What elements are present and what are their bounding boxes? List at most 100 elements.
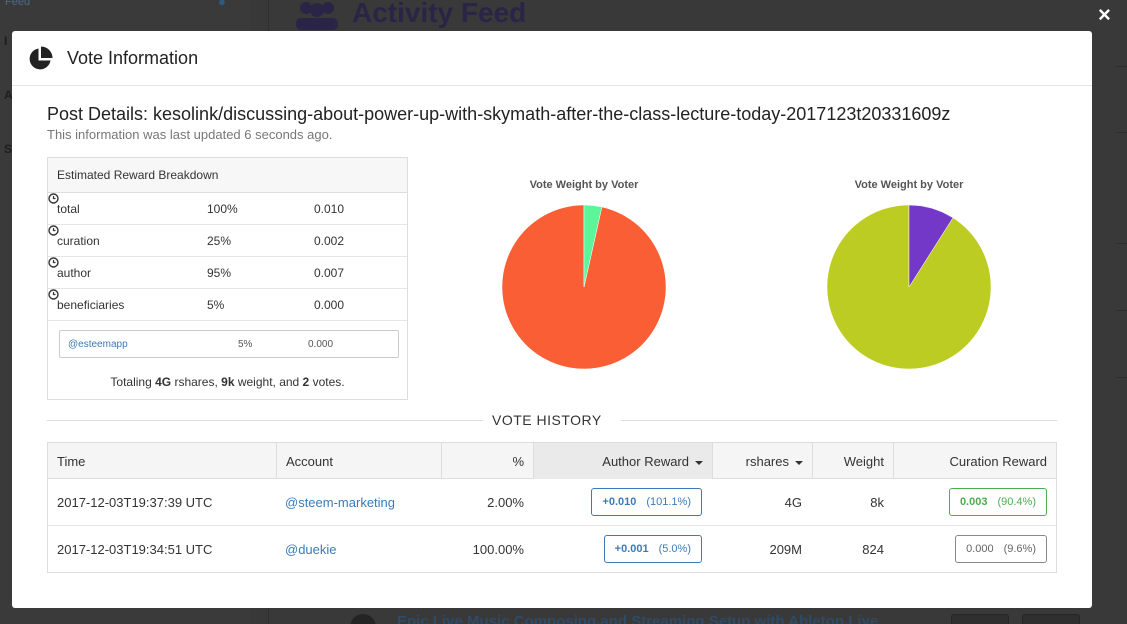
clock-icon xyxy=(48,225,59,236)
curation-reward-percent: (90.4%) xyxy=(997,496,1036,508)
vote-information-modal: Vote Information Post Details: kesolink/… xyxy=(12,31,1092,608)
pie-slice-0[interactable] xyxy=(827,205,991,369)
author-reward-badge: +0.010 (101.1%) xyxy=(591,488,702,516)
reward-breakdown-header: Estimated Reward Breakdown xyxy=(48,158,407,193)
background-button[interactable] xyxy=(951,614,1009,624)
sidebar-item: I xyxy=(4,34,8,48)
column-account[interactable]: Account xyxy=(277,443,442,479)
background-divider xyxy=(1116,243,1127,244)
sidebar-feed-link[interactable]: Feed xyxy=(5,0,31,8)
background-divider xyxy=(1116,310,1127,311)
total-weight: 9k xyxy=(221,375,235,389)
column-percent[interactable]: % xyxy=(442,443,534,479)
curation-reward-value: 0.003 xyxy=(959,496,988,508)
reward-label: curation xyxy=(57,234,100,248)
column-label: Account xyxy=(286,454,333,469)
sidebar-item: A xyxy=(4,88,13,102)
pie-chart xyxy=(827,205,991,369)
author-reward-badge: +0.001 (5.0%) xyxy=(603,535,702,563)
background-divider xyxy=(1116,377,1127,378)
background-button[interactable] xyxy=(1022,614,1080,624)
reward-row-total: total 100% 0.010 xyxy=(48,193,407,225)
modal-title: Vote Information xyxy=(67,48,199,68)
totaling-summary: Totaling 4G rshares, 9k weight, and 2 vo… xyxy=(48,375,407,389)
curation-reward-badge: 0.000 (9.6%) xyxy=(955,535,1047,563)
table-row: 2017-12-03T19:37:39 UTC @steem-marketing… xyxy=(48,479,1056,526)
vote-weight: 8k xyxy=(870,495,884,510)
reward-value: 0.002 xyxy=(314,234,345,248)
vote-weight-pie-2: Vote Weight by Voter xyxy=(819,179,999,379)
reward-value: 0.007 xyxy=(314,266,345,280)
vote-percent: 100.00% xyxy=(472,542,524,557)
clock-icon xyxy=(48,193,59,204)
clock-icon xyxy=(48,289,59,300)
column-label: Author Reward xyxy=(602,454,689,469)
curation-reward-badge: 0.003 (90.4%) xyxy=(948,488,1047,516)
vote-weight-pie-1: Vote Weight by Voter xyxy=(494,179,674,379)
column-label: Weight xyxy=(843,454,884,469)
users-icon xyxy=(296,2,338,30)
beneficiary-percent: 5% xyxy=(238,339,253,350)
vote-history-table: Time Account % Author Reward rshares Wei… xyxy=(47,442,1057,573)
reward-row-author: author 95% 0.007 xyxy=(48,257,407,289)
sort-caret-icon xyxy=(695,460,703,465)
beneficiary-account-link[interactable]: @esteemapp xyxy=(68,339,128,350)
background-avatar xyxy=(350,614,376,624)
column-time[interactable]: Time xyxy=(48,443,277,479)
column-rshares[interactable]: rshares xyxy=(713,443,813,479)
table-row: 2017-12-03T19:34:51 UTC @duekie 100.00% … xyxy=(48,526,1056,573)
pie-title: Vote Weight by Voter xyxy=(854,179,964,191)
voter-account-link[interactable]: @duekie xyxy=(285,542,337,557)
pie-title: Vote Weight by Voter xyxy=(529,179,639,191)
sort-caret-icon xyxy=(795,460,803,465)
divider xyxy=(47,420,483,421)
background-divider xyxy=(1116,132,1127,133)
column-label: rshares xyxy=(745,454,789,469)
background-post-link[interactable]: Epic Live Music Composing and Streaming … xyxy=(397,613,879,624)
curation-reward-value: 0.000 xyxy=(966,543,994,555)
reward-percent: 95% xyxy=(207,266,232,280)
reward-label: author xyxy=(57,266,92,280)
voter-account-link[interactable]: @steem-marketing xyxy=(285,495,396,510)
close-modal-button[interactable]: × xyxy=(1098,2,1111,27)
totaling-suffix: votes. xyxy=(309,375,345,389)
author-reward-value: +0.010 xyxy=(602,496,637,508)
reward-label: beneficiaries xyxy=(57,298,125,312)
background-divider xyxy=(1116,66,1127,67)
pie-chart-icon xyxy=(29,46,53,70)
totaling-prefix: Totaling xyxy=(110,375,156,389)
reward-percent: 100% xyxy=(207,202,238,216)
reward-breakdown-panel: Estimated Reward Breakdown total 100% 0.… xyxy=(47,157,408,400)
pie-chart xyxy=(502,205,666,369)
vote-percent: 2.00% xyxy=(487,495,524,510)
author-reward-percent: (5.0%) xyxy=(658,543,691,555)
column-label: Curation Reward xyxy=(949,454,1047,469)
sidebar-item: S xyxy=(4,142,13,156)
author-reward-value: +0.001 xyxy=(614,543,649,555)
total-votes: 2 xyxy=(302,375,310,389)
column-weight[interactable]: Weight xyxy=(813,443,894,479)
column-curation-reward[interactable]: Curation Reward xyxy=(894,443,1056,479)
column-author-reward[interactable]: Author Reward xyxy=(534,443,713,479)
reward-percent: 25% xyxy=(207,234,232,248)
reward-row-beneficiaries: beneficiaries 5% 0.000 xyxy=(48,289,407,321)
author-reward-percent: (101.1%) xyxy=(646,496,691,508)
vote-rshares: 4G xyxy=(784,495,802,510)
paw-icon: ● xyxy=(218,0,226,9)
post-details: Post Details: kesolink/discussing-about-… xyxy=(47,104,951,124)
curation-reward-percent: (9.6%) xyxy=(1003,543,1036,555)
table-header: Time Account % Author Reward rshares Wei… xyxy=(48,443,1056,479)
vote-history-label: VOTE HISTORY xyxy=(492,412,602,428)
total-rshares: 4G xyxy=(155,375,172,389)
last-updated-text: This information was last updated 6 seco… xyxy=(47,127,333,142)
vote-weight: 824 xyxy=(862,542,884,557)
clock-icon xyxy=(48,257,59,268)
pie-slice-1[interactable] xyxy=(583,205,603,288)
totaling-text: weight, and xyxy=(234,375,303,389)
reward-value: 0.000 xyxy=(314,298,345,312)
pie-slice-1[interactable] xyxy=(908,205,954,288)
column-label: % xyxy=(512,454,524,469)
beneficiary-item: @esteemapp 5% 0.000 xyxy=(59,330,399,358)
modal-header: Vote Information xyxy=(12,31,1092,86)
background-page-title: Activity Feed xyxy=(352,0,527,28)
